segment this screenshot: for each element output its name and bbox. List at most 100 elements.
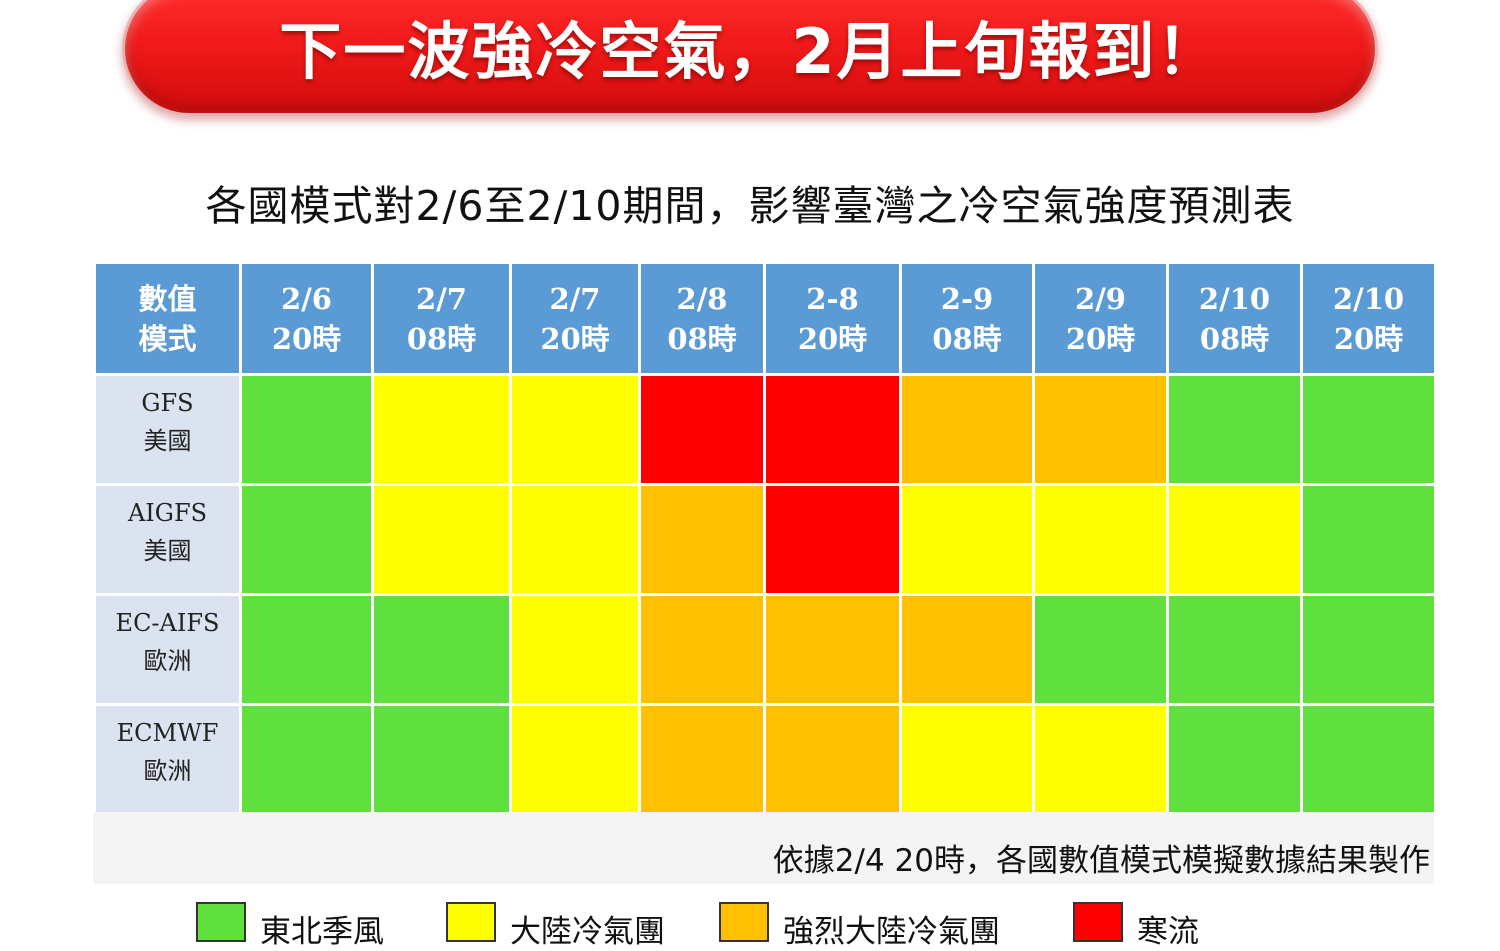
title-banner: 下一波強冷空氣，2月上旬報到！ — [122, 0, 1378, 116]
model-name: AIGFS — [127, 499, 208, 527]
heatmap-cell — [371, 483, 512, 596]
column-header: 2-9 08時 — [899, 261, 1035, 376]
heatmap-cell — [239, 483, 374, 596]
heatmap-cell — [1032, 483, 1169, 596]
column-time: 08時 — [932, 321, 1002, 356]
column-date: 2/6 — [281, 281, 332, 316]
heatmap-cell — [899, 593, 1035, 706]
model-region: 美國 — [143, 427, 192, 455]
heatmap-cell — [1300, 373, 1437, 486]
heatmap-cell — [371, 703, 512, 816]
legend-label: 寒流 — [1137, 914, 1199, 950]
heatmap-cell — [638, 703, 766, 816]
heatmap-cell — [371, 593, 512, 706]
column-time: 20時 — [1333, 321, 1404, 356]
column-date: 2-9 — [940, 281, 994, 316]
heatmap-cell — [1166, 373, 1303, 486]
legend-item: 大陸冷氣團 — [446, 902, 665, 951]
column-time: 20時 — [797, 321, 868, 356]
note-background — [93, 812, 1434, 884]
model-name: GFS — [141, 389, 194, 417]
legend-swatch — [196, 902, 246, 942]
chart-title: 各國模式對2/6至2/10期間，影響臺灣之冷空氣強度預測表 — [205, 182, 1295, 230]
model-row: EC-AIFS 歐洲 — [93, 593, 1437, 706]
heatmap-cell — [371, 373, 512, 486]
column-header: 2/10 20時 — [1300, 261, 1437, 376]
legend-item: 寒流 — [1073, 902, 1199, 951]
column-header: 2/9 20時 — [1032, 261, 1169, 376]
heatmap-cell — [509, 593, 641, 706]
heatmap-cell — [899, 373, 1035, 486]
model-name: ECMWF — [116, 719, 219, 747]
heatmap-cell — [638, 593, 766, 706]
heatmap-cell — [509, 703, 641, 816]
model-label: GFS 美國 — [93, 373, 242, 486]
column-date: 2/7 — [416, 281, 467, 316]
legend-item: 東北季風 — [196, 902, 384, 951]
column-date: 2/10 — [1198, 281, 1271, 316]
legend-swatch — [446, 902, 496, 942]
model-row: GFS 美國 — [93, 373, 1437, 486]
column-date: 2/7 — [549, 281, 601, 316]
legend: 東北季風 大陸冷氣團 強烈大陸冷氣團 寒流 — [0, 902, 1500, 950]
banner-title: 下一波強冷空氣，2月上旬報到！ — [279, 15, 1221, 88]
legend-label: 東北季風 — [260, 914, 384, 950]
heatmap-cell — [763, 593, 902, 706]
heatmap-cell — [1032, 593, 1169, 706]
column-header: 2/10 08時 — [1166, 261, 1303, 376]
heatmap-cell — [763, 483, 902, 596]
corner-label-line-1: 數值 — [138, 281, 197, 316]
column-date: 2/8 — [676, 281, 728, 316]
heatmap-cell — [1032, 373, 1169, 486]
heatmap-cell — [1300, 703, 1437, 816]
model-label: AIGFS 美國 — [93, 483, 242, 596]
heatmap-cell — [899, 703, 1035, 816]
column-header: 2/7 20時 — [509, 261, 641, 376]
column-date: 2/10 — [1332, 281, 1405, 316]
column-header: 2-8 20時 — [763, 261, 902, 376]
model-region: 歐洲 — [143, 647, 192, 675]
heatmap-cell — [1300, 593, 1437, 706]
column-header: 2/7 08時 — [371, 261, 512, 376]
heatmap-cell — [509, 373, 641, 486]
heatmap-cell — [763, 373, 902, 486]
model-region: 美國 — [143, 537, 192, 565]
legend-label: 強烈大陸冷氣團 — [783, 914, 1000, 950]
model-region: 歐洲 — [143, 757, 192, 785]
column-header: 2/8 08時 — [638, 261, 766, 376]
column-time: 08時 — [406, 321, 477, 356]
corner-label-line-2: 模式 — [138, 321, 197, 356]
heatmap-cell — [239, 373, 374, 486]
heatmap-cell — [638, 373, 766, 486]
model-row: AIGFS 美國 — [93, 483, 1437, 596]
column-time: 08時 — [667, 321, 737, 356]
column-time: 20時 — [540, 321, 610, 356]
source-note: 依據2/4 20時，各國數值模式模擬數據結果製作 — [772, 843, 1430, 879]
column-time: 08時 — [1199, 321, 1270, 356]
heatmap-cell — [638, 483, 766, 596]
legend-label: 大陸冷氣團 — [510, 914, 665, 950]
heatmap-cell — [509, 483, 641, 596]
heatmap-cell — [1166, 703, 1303, 816]
column-time: 20時 — [271, 321, 342, 356]
heatmap-cell — [239, 593, 374, 706]
heatmap-cell — [1032, 703, 1169, 816]
model-label: EC-AIFS 歐洲 — [93, 593, 242, 706]
forecast-table: 數值 模式 2/6 20時 2/7 08時 2/7 20時 2/8 08時 2-… — [93, 261, 1437, 816]
column-date: 2-8 — [806, 281, 859, 316]
corner-header: 數值 模式 — [93, 261, 242, 376]
legend-swatch — [1073, 902, 1123, 942]
column-date: 2/9 — [1075, 281, 1126, 316]
column-header: 2/6 20時 — [239, 261, 374, 376]
heatmap-cell — [1166, 483, 1303, 596]
heatmap-cell — [1166, 593, 1303, 706]
legend-swatch — [719, 902, 769, 942]
column-time: 20時 — [1065, 321, 1136, 356]
legend-item: 強烈大陸冷氣團 — [719, 902, 1000, 951]
heatmap-cell — [899, 483, 1035, 596]
heatmap-cell — [239, 703, 374, 816]
heatmap-cell — [1300, 483, 1437, 596]
model-name: EC-AIFS — [115, 609, 220, 637]
header-row: 數值 模式 2/6 20時 2/7 08時 2/7 20時 2/8 08時 2-… — [93, 261, 1437, 376]
heatmap-cell — [763, 703, 902, 816]
